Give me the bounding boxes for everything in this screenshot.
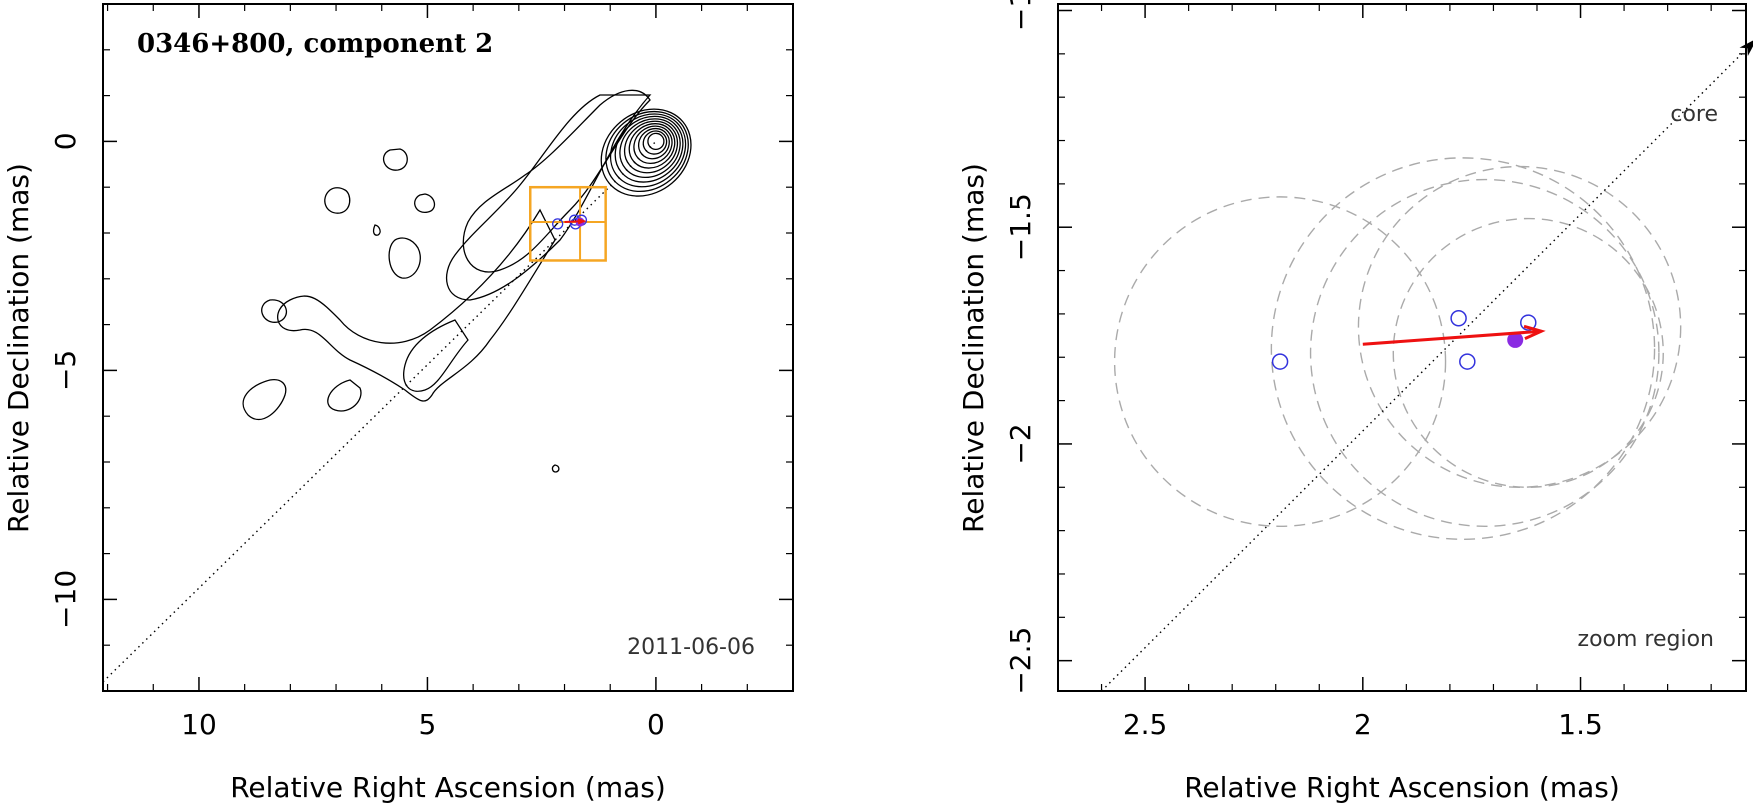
chart-right-panel: 2.5 2 1.5 −1 −1.5 −2 −2.5 core zoom region Rel… <box>957 0 1753 804</box>
right-uncertainty-circle <box>1392 217 1664 488</box>
left-jet-contour <box>446 94 652 301</box>
right-component-marker <box>1459 353 1476 370</box>
right-y-tick-label: −1.5 <box>1004 193 1037 261</box>
right-component-marker <box>1520 314 1537 331</box>
left-core-contour <box>628 123 676 169</box>
left-jet-contour <box>261 299 288 323</box>
right-uncertainty-circles <box>1113 157 1682 540</box>
left-x-tick-label: 10 <box>181 708 217 741</box>
left-jet-contour <box>382 148 408 171</box>
left-core-contour <box>642 130 668 155</box>
right-zoom-region-annotation: zoom region <box>1578 627 1714 652</box>
left-data-marks <box>102 140 657 683</box>
left-motion-vector <box>564 220 584 224</box>
right-uncertainty-circle <box>1309 178 1660 527</box>
right-plot-frame <box>1057 3 1747 692</box>
right-uncertainty-circle <box>1270 157 1656 540</box>
left-zoom-box <box>529 185 607 262</box>
left-y-tick-label: −5 <box>49 350 82 391</box>
right-axis-ticks: 2.5 2 1.5 −1 −1.5 −2 −2.5 <box>1004 0 1746 741</box>
left-y-axis-label: Relative Declination (mas) <box>2 163 35 533</box>
left-core-contour <box>633 125 673 165</box>
left-jet-contour <box>372 224 381 236</box>
left-component-marker <box>552 218 564 230</box>
left-core-contour <box>637 127 670 160</box>
left-core-contour <box>619 118 681 179</box>
right-y-axis-label: Relative Declination (mas) <box>957 163 990 533</box>
left-y-tick-label: 0 <box>49 132 82 150</box>
right-x-tick-label: 2 <box>1354 708 1372 741</box>
right-x-axis-label: Relative Right Ascension (mas) <box>1184 771 1620 804</box>
left-core-contour <box>605 110 689 193</box>
right-uncertainty-circle <box>1113 196 1447 527</box>
left-core-contour <box>609 113 687 188</box>
right-x-tick-label: 1.5 <box>1558 708 1603 741</box>
left-chart-title: 0346+800, component 2 <box>137 29 493 59</box>
right-y-tick-label: −2.5 <box>1004 627 1037 695</box>
right-core-annotation: core <box>1670 102 1718 127</box>
left-y-tick-label: −10 <box>49 570 82 629</box>
left-jet-contour <box>324 187 351 214</box>
left-x-tick-label: 5 <box>419 708 437 741</box>
left-jet-contour <box>462 89 651 273</box>
right-y-tick-label: −1 <box>1004 0 1037 31</box>
right-mean-position-marker <box>1507 331 1524 348</box>
left-core-contour <box>623 120 679 174</box>
right-motion-vector-head <box>1523 324 1546 340</box>
left-jet-axis-line <box>102 140 657 683</box>
left-jet-contour <box>551 464 560 473</box>
left-jet-contour <box>277 208 556 402</box>
left-core-contour <box>600 108 692 197</box>
right-component-marker <box>1271 353 1289 370</box>
right-jet-axis-line <box>1101 53 1743 692</box>
left-motion-vector-head <box>577 218 587 225</box>
left-x-tick-label: 0 <box>647 708 665 741</box>
left-jet-contour <box>403 319 469 392</box>
right-core-direction-arrow <box>1739 40 1753 56</box>
left-jet-contour <box>414 193 436 213</box>
left-contour-map <box>242 89 692 473</box>
left-jet-contour <box>327 379 362 412</box>
chart-left-panel: 10 5 0 0 −5 −10 0346+800, component 2 2011-06… <box>2 3 794 804</box>
right-data-marks <box>1101 40 1753 692</box>
left-axis-ticks: 10 5 0 0 −5 −10 <box>49 3 794 741</box>
right-x-tick-label: 2.5 <box>1123 708 1168 741</box>
left-plot-frame <box>102 3 794 692</box>
left-jet-contour <box>388 237 421 279</box>
left-date-annotation: 2011-06-06 <box>627 635 755 660</box>
right-y-tick-label: −2 <box>1004 423 1037 464</box>
right-component-marker <box>1450 309 1467 327</box>
left-x-axis-label: Relative Right Ascension (mas) <box>230 771 666 804</box>
left-jet-contour <box>242 379 287 421</box>
right-motion-vector <box>1362 329 1542 346</box>
